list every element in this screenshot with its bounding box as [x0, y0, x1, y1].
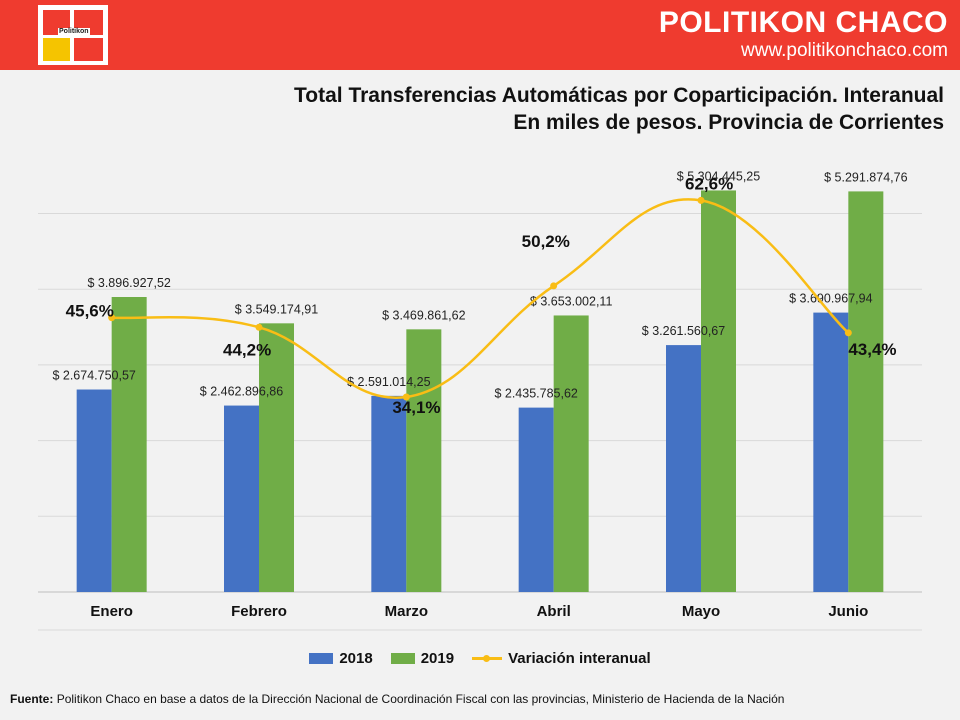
politikon-logo: Politikon [38, 5, 108, 65]
data-label-2018: $ 2.462.896,86 [200, 385, 283, 399]
legend-swatch-2018 [309, 653, 334, 664]
x-tick-label: Abril [537, 603, 571, 620]
legend-item-2018: 2018 [309, 650, 373, 667]
logo-square-icon [74, 38, 103, 61]
chart-subtitle: En miles de pesos. Provincia de Corrient… [513, 111, 944, 134]
bar-2018 [666, 345, 701, 592]
logo-square-icon [43, 38, 70, 61]
bar-2018 [813, 312, 849, 592]
bar-2019 [111, 297, 147, 592]
data-label-2019: $ 3.653.002,11 [530, 294, 613, 308]
variation-label: 34,1% [392, 398, 440, 417]
data-label-2018: $ 3.261.560,67 [642, 324, 725, 338]
legend-item-2019: 2019 [390, 650, 455, 667]
variation-label: 62,6% [685, 174, 733, 193]
variation-point [550, 282, 558, 290]
variation-line [111, 198, 850, 399]
variation-label: 45,6% [66, 302, 114, 321]
bar-2019 [848, 191, 884, 592]
variation-label: 44,2% [223, 340, 271, 359]
legend-line-marker-icon [472, 653, 503, 664]
variation-point [108, 314, 116, 322]
legend-item-variation: Variación interanual [472, 650, 651, 667]
data-label-2019: $ 5.304.445,25 [677, 169, 760, 183]
variation-point [402, 393, 410, 401]
bar-2018 [518, 407, 554, 592]
data-label-2019: $ 3.549.174,91 [235, 302, 318, 316]
bar-2019 [701, 190, 736, 592]
x-tick-label: Mayo [682, 603, 720, 620]
data-label-2019: $ 5.291.874,76 [824, 170, 907, 184]
legend-swatch-2019 [390, 653, 415, 664]
x-tick-label: Junio [828, 603, 868, 620]
data-label-2019: $ 3.896.927,52 [87, 276, 170, 290]
bar-2018 [224, 405, 259, 592]
legend-label-variation: Variación interanual [508, 650, 651, 667]
source-label: Fuente: [10, 692, 54, 706]
header-bar: Politikon POLITIKON CHACO www.politikonc… [0, 0, 960, 70]
bar-2018 [371, 395, 407, 592]
source-note: Fuente: Politikon Chaco en base a datos … [10, 692, 784, 706]
chart-titles: Total Transferencias Automáticas por Cop… [294, 82, 944, 136]
legend-label-2018: 2018 [339, 650, 373, 667]
bar-2019 [553, 315, 589, 592]
variation-point [844, 329, 852, 337]
brand-name: POLITIKON CHACO [658, 6, 948, 39]
bar-2018 [76, 389, 112, 592]
data-label-2018: $ 3.690.967,94 [789, 292, 872, 306]
data-label-2018: $ 2.591.014,25 [347, 375, 430, 389]
x-tick-label: Enero [90, 603, 133, 620]
data-label-2019: $ 3.469.861,62 [382, 308, 465, 322]
data-label-2018: $ 2.674.750,57 [52, 369, 135, 383]
data-label-2018: $ 2.435.785,62 [494, 387, 577, 401]
variation-label: 50,2% [522, 232, 570, 251]
x-tick-label: Febrero [231, 603, 287, 620]
logo-text: Politikon [58, 28, 90, 35]
brand-url: www.politikonchaco.com [741, 40, 948, 61]
variation-point [697, 196, 705, 204]
brand-block: POLITIKON CHACO www.politikonchaco.com [659, 6, 948, 62]
source-text: Politikon Chaco en base a datos de la Di… [56, 692, 785, 706]
legend-label-2019: 2019 [420, 650, 455, 667]
bar-2019 [406, 329, 442, 592]
chart-legend: 2018 2019 Variación interanual [0, 650, 960, 667]
bar-2019 [259, 323, 294, 592]
variation-point [255, 323, 263, 331]
variation-label: 43,4% [848, 340, 896, 359]
x-tick-label: Marzo [385, 603, 428, 620]
chart-title: Total Transferencias Automáticas por Cop… [294, 84, 944, 107]
chart-plot: Enero Febrero Marzo Abril Mayo Junio $ 2.674.7… [38, 169, 922, 631]
